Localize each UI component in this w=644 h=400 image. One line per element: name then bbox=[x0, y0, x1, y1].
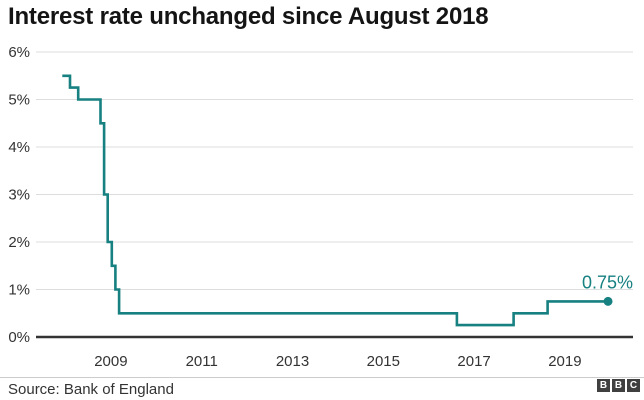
bbc-logo-letter: C bbox=[627, 379, 640, 392]
y-tick-label: 4% bbox=[8, 139, 30, 156]
current-rate-label: 0.75% bbox=[582, 272, 633, 292]
y-tick-label: 6% bbox=[8, 44, 30, 61]
y-tick-label: 0% bbox=[8, 329, 30, 346]
rate-line bbox=[62, 74, 608, 327]
y-tick-label: 5% bbox=[8, 92, 30, 109]
bbc-logo-letter: B bbox=[612, 379, 625, 392]
y-tick-label: 1% bbox=[8, 282, 30, 299]
x-tick-label: 2017 bbox=[457, 353, 490, 370]
x-tick-label: 2019 bbox=[548, 353, 581, 370]
footer-divider bbox=[0, 377, 644, 378]
x-tick-label: 2015 bbox=[367, 353, 400, 370]
source-label: Source: Bank of England bbox=[8, 381, 174, 398]
end-dot bbox=[603, 296, 613, 306]
x-tick-label: 2013 bbox=[276, 353, 309, 370]
y-tick-label: 3% bbox=[8, 187, 30, 204]
chart-title: Interest rate unchanged since August 201… bbox=[8, 3, 489, 30]
bbc-logo: B B C bbox=[597, 379, 640, 392]
x-tick-label: 2011 bbox=[186, 353, 218, 370]
x-tick-label: 2009 bbox=[94, 353, 127, 370]
bbc-logo-letter: B bbox=[597, 379, 610, 392]
y-tick-label: 2% bbox=[8, 234, 30, 251]
